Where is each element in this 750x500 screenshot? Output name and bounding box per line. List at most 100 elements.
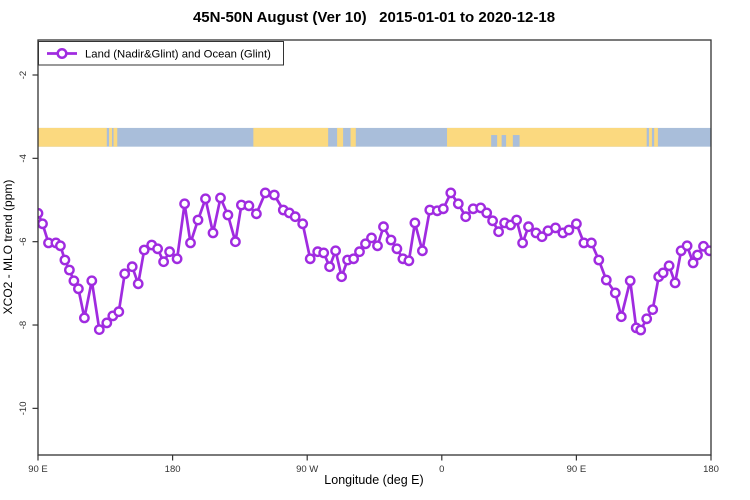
data-point-marker bbox=[571, 218, 582, 230]
chart-title: 45N-50N August (Ver 10) 2015-01-01 to 20… bbox=[193, 9, 555, 26]
data-point-marker bbox=[687, 257, 699, 269]
data-point-marker bbox=[158, 256, 170, 268]
data-point-marker bbox=[132, 278, 144, 290]
legend: Land (Nadir&Glint) and Ocean (Glint) bbox=[38, 41, 284, 66]
data-point-marker bbox=[101, 317, 113, 329]
land-segment bbox=[253, 127, 329, 147]
x-tick-label: 90 E bbox=[28, 464, 48, 475]
data-point-marker bbox=[360, 238, 371, 250]
data-point-marker bbox=[437, 203, 449, 215]
data-point-marker bbox=[372, 240, 383, 252]
data-point-marker bbox=[207, 227, 219, 239]
data-point-marker bbox=[318, 247, 330, 259]
data-point-marker bbox=[55, 240, 66, 252]
data-point-marker bbox=[68, 275, 80, 287]
data-point-marker bbox=[391, 243, 403, 255]
data-point-marker bbox=[93, 324, 105, 335]
legend-label: Land (Nadir&Glint) and Ocean (Glint) bbox=[85, 49, 271, 61]
data-point-marker bbox=[336, 271, 347, 283]
data-point-marker bbox=[113, 306, 125, 318]
land-segment bbox=[337, 127, 344, 147]
data-point-marker bbox=[366, 232, 377, 244]
y-tick-label: -4 bbox=[18, 154, 29, 162]
x-tick-label: 0 bbox=[439, 464, 444, 475]
land-segment bbox=[109, 127, 113, 147]
data-series bbox=[38, 187, 711, 336]
data-point-marker bbox=[481, 207, 493, 219]
data-point-marker bbox=[289, 211, 301, 223]
y-axis-label: XCO2 - MLO trend (ppm) bbox=[1, 180, 15, 315]
data-point-marker bbox=[229, 236, 241, 248]
x-tick-label: 180 bbox=[703, 464, 719, 475]
data-point-marker bbox=[493, 226, 504, 238]
data-point-marker bbox=[79, 312, 90, 324]
data-point-marker bbox=[250, 208, 262, 220]
data-point-marker bbox=[657, 267, 669, 279]
data-point-marker bbox=[647, 304, 659, 315]
data-point-marker bbox=[119, 268, 131, 280]
data-point-marker bbox=[304, 253, 316, 265]
data-point-marker bbox=[64, 264, 75, 276]
data-point-marker bbox=[615, 311, 627, 323]
data-point-marker bbox=[73, 283, 84, 295]
data-point-marker bbox=[609, 287, 621, 299]
data-point-marker bbox=[663, 260, 675, 272]
data-point-marker bbox=[416, 245, 428, 257]
land-segment bbox=[447, 127, 647, 147]
data-point-marker bbox=[460, 211, 472, 223]
data-point-marker bbox=[681, 240, 693, 252]
data-point-marker bbox=[200, 193, 211, 205]
data-point-marker bbox=[593, 254, 605, 266]
land-segment bbox=[654, 127, 658, 147]
data-point-marker bbox=[38, 218, 48, 230]
data-point-marker bbox=[215, 192, 226, 204]
data-point-marker bbox=[445, 187, 457, 199]
data-point-marker bbox=[330, 245, 341, 257]
data-point-marker bbox=[259, 187, 271, 199]
y-axis: -2 -4 -6 -8 -10 bbox=[18, 71, 38, 415]
data-point-marker bbox=[563, 224, 575, 236]
inland-sea-patch bbox=[501, 135, 507, 147]
x-tick-label: 90 E bbox=[567, 464, 587, 475]
plot-border bbox=[37, 39, 712, 456]
data-point-marker bbox=[152, 243, 164, 255]
data-point-marker bbox=[243, 200, 255, 212]
y-tick-label: -6 bbox=[18, 237, 29, 245]
data-point-marker bbox=[586, 237, 597, 249]
data-point-marker bbox=[624, 275, 636, 287]
land-ocean-map-strip bbox=[38, 127, 711, 147]
data-point-marker bbox=[38, 207, 44, 219]
data-point-marker bbox=[324, 261, 335, 273]
data-point-marker bbox=[692, 249, 703, 261]
data-point-marker bbox=[517, 237, 528, 249]
data-point-marker bbox=[550, 222, 561, 234]
y-tick-label: -2 bbox=[18, 71, 29, 79]
data-point-marker bbox=[164, 246, 176, 258]
land-segment bbox=[350, 127, 356, 147]
data-point-marker bbox=[600, 274, 612, 286]
data-point-marker bbox=[297, 218, 309, 230]
data-point-marker bbox=[171, 253, 183, 265]
data-point-marker bbox=[669, 277, 681, 289]
data-point-marker bbox=[86, 275, 98, 287]
data-point-marker bbox=[348, 253, 359, 265]
data-point-marker bbox=[635, 324, 647, 336]
data-point-marker bbox=[523, 221, 534, 233]
data-point-marker bbox=[222, 209, 234, 221]
series-line bbox=[38, 191, 711, 332]
data-point-marker bbox=[452, 198, 464, 210]
data-point-marker bbox=[704, 245, 711, 257]
land-segment bbox=[113, 127, 118, 147]
data-point-marker bbox=[385, 234, 397, 246]
data-point-marker bbox=[354, 246, 365, 258]
inland-sea-patch bbox=[512, 135, 520, 147]
inland-sea-patch bbox=[491, 135, 498, 147]
land-segment bbox=[38, 127, 107, 147]
data-point-marker bbox=[126, 261, 138, 273]
data-point-marker bbox=[59, 254, 71, 266]
y-tick-label: -10 bbox=[18, 401, 29, 415]
x-tick-label: 180 bbox=[165, 464, 181, 475]
data-point-marker bbox=[536, 231, 548, 243]
